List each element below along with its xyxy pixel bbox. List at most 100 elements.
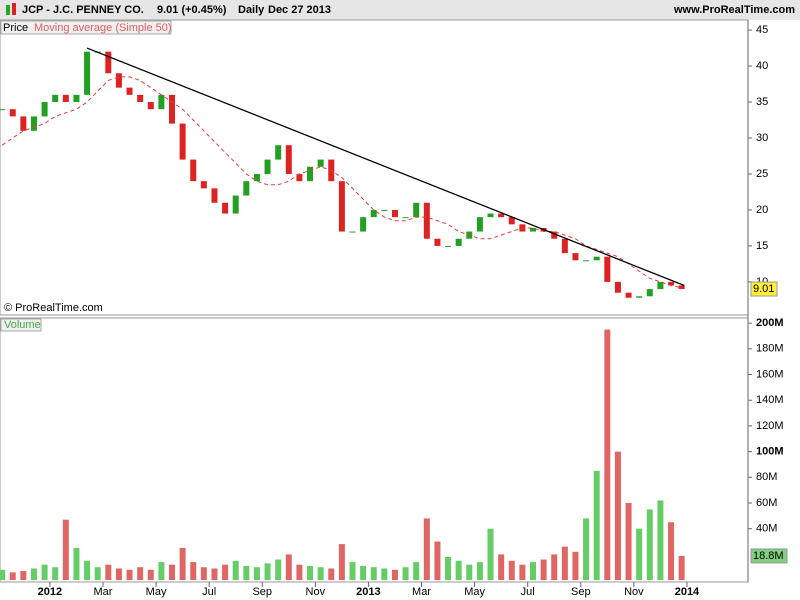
candle	[52, 94, 59, 103]
volume-bar	[200, 567, 207, 581]
volume-bar	[169, 564, 176, 581]
volume-bar	[73, 547, 80, 581]
volume-bar	[498, 554, 505, 581]
volume-bar	[519, 564, 526, 581]
volume-bar	[137, 567, 144, 581]
price-panel	[0, 19, 749, 316]
volume-bar	[370, 567, 377, 581]
x-tick-label: May	[146, 586, 167, 598]
volume-bar	[275, 559, 282, 581]
volume-bar	[243, 565, 250, 581]
candle	[413, 202, 420, 218]
volume-bar	[381, 568, 388, 581]
volume-bar	[604, 329, 611, 581]
x-tick-label: May	[464, 586, 485, 598]
candle	[668, 281, 675, 286]
x-tick-label: Sep	[252, 586, 272, 598]
candle	[158, 94, 165, 110]
candle	[636, 296, 643, 298]
volume-bar	[360, 565, 367, 581]
header-bar	[0, 0, 800, 20]
candle	[62, 94, 69, 103]
candle	[200, 181, 207, 189]
candle	[391, 209, 398, 218]
icon	[12, 3, 16, 15]
candle	[338, 181, 345, 232]
candle	[285, 145, 292, 174]
candle	[275, 145, 282, 160]
candle	[253, 173, 260, 182]
moving-average	[1, 76, 682, 289]
volume-bar	[9, 572, 16, 581]
candle	[487, 213, 494, 218]
candle	[551, 231, 558, 239]
candle	[349, 231, 356, 233]
icon	[6, 5, 10, 15]
trendline	[86, 47, 685, 287]
candle	[434, 238, 441, 246]
volume-bar	[147, 569, 154, 581]
candle	[147, 102, 154, 110]
candle	[583, 260, 590, 262]
x-tick-label: Jul	[202, 586, 216, 598]
y-tick-label: 25	[756, 168, 768, 180]
candle	[678, 285, 685, 290]
candle	[476, 217, 483, 232]
candle	[169, 94, 176, 124]
y-tick-label: 100M	[756, 446, 784, 458]
candle	[508, 217, 515, 225]
candle	[572, 253, 579, 261]
volume-bar	[232, 560, 239, 581]
volume-bar	[317, 567, 324, 581]
volume-bar	[190, 562, 197, 581]
candle	[41, 102, 48, 117]
symbol: JCP - J.C. PENNEY CO.	[22, 4, 144, 16]
volume-bar	[41, 564, 48, 581]
legend-box	[0, 20, 172, 35]
price-box	[750, 281, 778, 297]
volume-bar	[391, 569, 398, 581]
volume-bar	[583, 518, 590, 581]
volume-bar	[402, 567, 409, 581]
y-tick-label: 40M	[756, 523, 777, 535]
y-tick-label: 160M	[756, 368, 784, 380]
x-tick-label: 2014	[675, 586, 700, 598]
candle	[317, 159, 324, 167]
volume-bar	[30, 568, 37, 581]
volume-bar	[307, 565, 314, 581]
volume-bar	[413, 562, 420, 581]
candle	[370, 209, 377, 218]
candle	[445, 245, 452, 247]
candle	[296, 173, 303, 182]
copyright: © ProRealTime.com	[4, 302, 103, 314]
volume-bar	[423, 518, 430, 581]
volume-label: 18.8M	[753, 550, 784, 562]
legend-volume: Volume	[4, 319, 41, 331]
volume-box	[750, 548, 788, 564]
period: Daily	[238, 4, 265, 16]
y-tick-label: 140M	[756, 394, 784, 406]
y-tick-label: 200M	[756, 317, 784, 329]
volume-bar	[529, 562, 536, 581]
x-tick-label: Nov	[306, 586, 326, 598]
volume-bar	[625, 502, 632, 581]
volume-bar	[328, 568, 335, 581]
volume-bar	[0, 569, 6, 581]
x-tick-label: Jul	[521, 586, 535, 598]
candle	[498, 213, 505, 218]
volume-bar	[466, 564, 473, 581]
candle	[381, 209, 388, 211]
volume-bar	[678, 555, 685, 581]
price-label: 9.01	[753, 283, 774, 295]
y-tick-label: 20	[756, 204, 768, 216]
x-tick-label: Nov	[624, 586, 644, 598]
candle	[190, 159, 197, 182]
volume-bar	[338, 544, 345, 581]
volume-bar	[115, 568, 122, 581]
volume-bar	[572, 551, 579, 581]
y-tick-label: 180M	[756, 343, 784, 355]
candle	[243, 181, 250, 196]
candle	[646, 289, 653, 297]
legend-box	[0, 318, 42, 332]
